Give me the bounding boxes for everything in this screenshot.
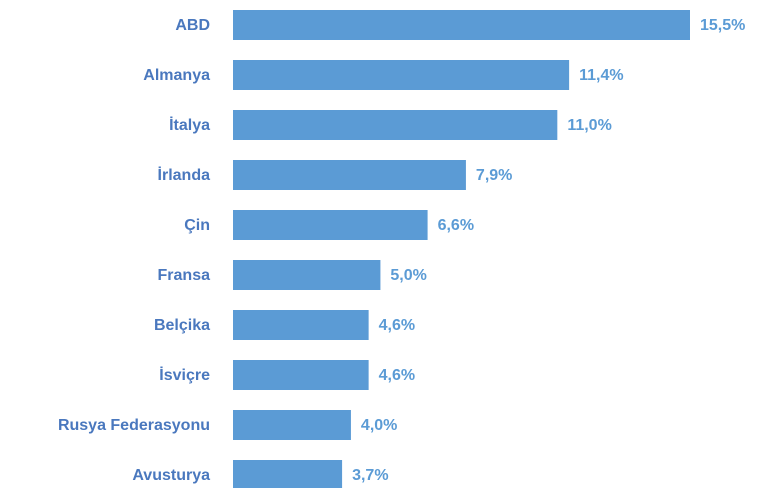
category-label: Avusturya xyxy=(132,467,210,484)
bar xyxy=(233,460,343,488)
category-label: ABD xyxy=(175,17,210,34)
value-label: 6,6% xyxy=(438,217,474,234)
value-label: 4,0% xyxy=(361,417,397,434)
category-label: Belçika xyxy=(154,317,210,334)
value-label: 3,7% xyxy=(352,467,388,484)
bar xyxy=(233,10,690,40)
category-label: Rusya Federasyonu xyxy=(58,417,210,434)
category-label: Fransa xyxy=(158,267,211,284)
bar xyxy=(233,260,381,290)
value-label: 7,9% xyxy=(476,167,512,184)
value-label: 11,4% xyxy=(579,67,623,84)
value-label: 15,5% xyxy=(700,17,745,34)
category-label: Almanya xyxy=(143,67,210,84)
bar xyxy=(233,210,428,240)
bar xyxy=(233,310,369,340)
value-label: 5,0% xyxy=(390,267,426,284)
category-label: İtalya xyxy=(169,116,210,134)
value-label: 11,0% xyxy=(567,117,611,134)
bar xyxy=(233,60,570,90)
value-label: 4,6% xyxy=(379,367,415,384)
bar xyxy=(233,110,558,140)
bar xyxy=(233,410,351,440)
category-label: İsviçre xyxy=(159,366,210,384)
value-label: 4,6% xyxy=(379,317,415,334)
category-label: Çin xyxy=(184,217,210,234)
bar xyxy=(233,160,466,190)
bar xyxy=(233,360,369,390)
category-label: İrlanda xyxy=(158,166,211,184)
